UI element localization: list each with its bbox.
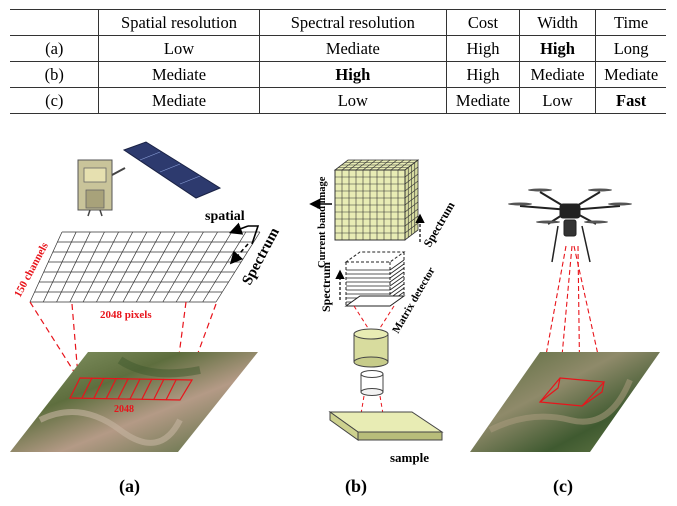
direction-arrows <box>229 222 260 265</box>
band-image-label: Current band image <box>317 176 328 268</box>
table-cell: Low <box>258 87 447 114</box>
table-header-row: Spatial resolution Spectral resolution Cos… <box>10 9 666 36</box>
table-cell: Fast <box>595 87 666 114</box>
table-cell: High <box>446 35 520 62</box>
table-cell: Mediate <box>98 87 260 114</box>
table-cell: Long <box>595 35 666 62</box>
table-row: (c) Mediate Low Mediate Low Fast <box>10 87 666 114</box>
satellite-icon <box>77 141 222 217</box>
table-cell: Mediate <box>98 61 260 88</box>
table-cell: High <box>258 61 447 88</box>
table-header-cell: Cost <box>446 9 520 36</box>
table-cell: High <box>446 61 520 88</box>
table-cell: Mediate <box>518 61 596 88</box>
sample-label: sample <box>390 450 429 465</box>
table-body: Spatial resolution Spectral resolution Cos… <box>10 9 666 114</box>
table-header-cell: Time <box>595 9 666 36</box>
ground-pixels-label: 2048 <box>114 404 134 415</box>
table-cell: Mediate <box>595 61 666 88</box>
table-cell: Low <box>518 87 596 114</box>
drone-footprint <box>538 377 606 407</box>
cube-spectrum-label: Spectrum <box>319 262 333 312</box>
pixels-label: 2048 pixels <box>100 309 152 321</box>
sample-plate <box>328 411 444 441</box>
channels-label: 150 channels <box>12 240 51 299</box>
figure-panels: spatial Spectrum 150 channels 2048 pixel… <box>10 141 660 497</box>
caption-c: (c) <box>553 476 573 497</box>
terrain-image-c <box>470 352 660 452</box>
table-cell: Low <box>98 35 260 62</box>
terrain-image <box>10 352 258 452</box>
band-image-cube <box>333 159 420 241</box>
table-header-cell <box>10 9 99 36</box>
table-row: (a) Low Mediate High High Long <box>10 35 666 62</box>
panel-c: (c) <box>470 188 660 497</box>
spatial-label: spatial <box>205 209 245 224</box>
table-header-cell: Width <box>518 9 596 36</box>
table-row: (b) Mediate High High Mediate Mediate <box>10 61 666 88</box>
table-header-cell: Spectral resolution <box>258 9 447 36</box>
row-label-cell: (c) <box>10 87 99 114</box>
panel-a: spatial Spectrum 150 channels 2048 pixel… <box>10 141 283 497</box>
caption-b: (b) <box>345 476 367 497</box>
side-spectrum-label: Spectrum <box>420 199 457 249</box>
lens-optics <box>353 328 389 396</box>
spectrum-label: Spectrum <box>239 225 283 288</box>
footprint-strip <box>69 377 194 401</box>
detector-stack <box>335 251 406 307</box>
table-header-cell: Spatial resolution <box>98 9 260 36</box>
caption-a: (a) <box>119 476 140 497</box>
table-cell: Mediate <box>446 87 520 114</box>
scan-grid <box>29 231 261 303</box>
table-cell: High <box>518 35 596 62</box>
comparison-table: Spatial resolution Spectral resolution Cos… <box>10 9 666 114</box>
table-cell: Mediate <box>258 35 447 62</box>
panel-b: Current band image Spectrum Spectrum Mat… <box>309 159 458 497</box>
row-label-cell: (b) <box>10 61 99 88</box>
row-label-cell: (a) <box>10 35 99 62</box>
drone-icon <box>508 188 632 263</box>
